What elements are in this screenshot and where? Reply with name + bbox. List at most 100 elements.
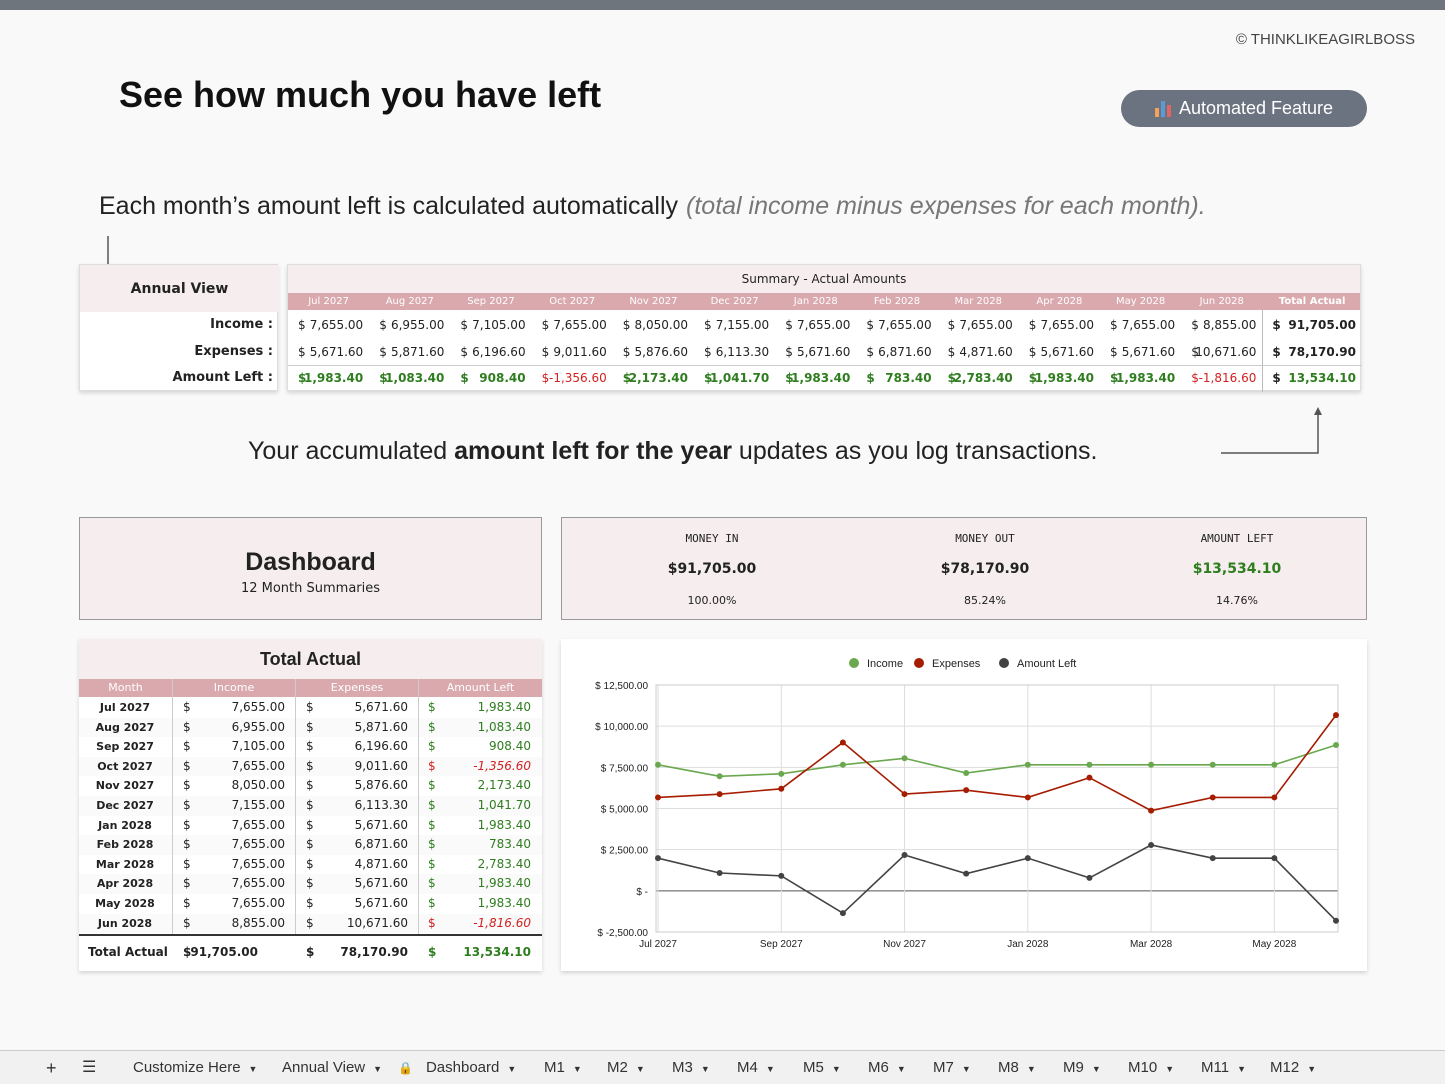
month-cell: Oct 2027 xyxy=(97,759,153,773)
summary-month-label: Oct 2027 xyxy=(549,296,596,307)
summary-actual-table: Summary - Actual Amounts Jul 2027 Aug 202… xyxy=(287,264,1362,392)
currency-symbol: $ xyxy=(541,344,550,359)
chevron-down-icon[interactable]: ▼ xyxy=(961,1064,971,1074)
data-point xyxy=(1271,855,1278,862)
summary-value: 7,655.00 xyxy=(309,318,364,332)
sheet-tab-label: M5 xyxy=(803,1059,824,1076)
sheet-tab-m2[interactable]: M2 ▼ xyxy=(607,1051,645,1084)
x-tick-label: Sep 2027 xyxy=(760,939,803,950)
sheet-tab-customize-here[interactable]: Customize Here ▼ xyxy=(133,1051,257,1084)
sheet-tab-m11[interactable]: M11 ▼ xyxy=(1201,1051,1246,1084)
summary-expenses-cell: $5,671.60 xyxy=(1100,339,1181,365)
data-point xyxy=(963,770,970,777)
description-note: (total income minus expenses for each mo… xyxy=(686,192,1206,220)
series-line-income xyxy=(657,744,1337,778)
month-cell: Dec 2027 xyxy=(96,799,154,812)
sheet-tab-label: M3 xyxy=(672,1059,693,1076)
sheet-tab-m7[interactable]: M7 ▼ xyxy=(933,1051,971,1084)
sheet-tab-m5[interactable]: M5 ▼ xyxy=(803,1051,841,1084)
currency-symbol: $ xyxy=(785,344,793,359)
chevron-down-icon[interactable]: ▼ xyxy=(765,1064,775,1074)
currency-symbol: $ xyxy=(183,739,191,754)
chevron-down-icon[interactable]: ▼ xyxy=(1237,1064,1246,1074)
sheet-tab-m12[interactable]: M12 ▼ xyxy=(1270,1051,1316,1084)
summary-amount-left-cell: $1,983.40 xyxy=(1100,365,1181,391)
summary-value: 8,050.00 xyxy=(634,318,688,332)
kpi-value: $13,534.10 xyxy=(1192,561,1282,577)
sheet-tab-m4[interactable]: M4 ▼ xyxy=(737,1051,775,1084)
legend-label[interactable]: Income xyxy=(867,658,903,670)
chevron-down-icon[interactable]: ▼ xyxy=(1091,1064,1101,1074)
summary-value: 7,655.00 xyxy=(1121,318,1176,332)
month-cell: Jun 2028 xyxy=(97,916,153,930)
sheet-tab-m8[interactable]: M8 ▼ xyxy=(998,1051,1036,1084)
sheet-tab-m10[interactable]: M10 ▼ xyxy=(1128,1051,1174,1084)
y-tick-label: $ 12,500.00 xyxy=(595,681,648,692)
annual-view-panel: Annual View Income : Expenses : Amount L… xyxy=(79,264,279,391)
currency-symbol: $ xyxy=(183,758,191,773)
legend-label[interactable]: Expenses xyxy=(932,658,981,670)
chevron-down-icon[interactable]: ▼ xyxy=(700,1064,710,1074)
summary-month-label: Sep 2027 xyxy=(467,296,515,307)
sheet-tab-m1[interactable]: M1 ▼ xyxy=(544,1051,582,1084)
chevron-down-icon[interactable]: ▼ xyxy=(1307,1064,1317,1074)
kpi-label: MONEY IN xyxy=(685,532,739,545)
chevron-down-icon[interactable]: ▼ xyxy=(248,1064,258,1074)
chevron-down-icon[interactable]: ▼ xyxy=(896,1064,906,1074)
month-cell: Mar 2028 xyxy=(95,857,155,871)
accumulated-bold: amount left for the year xyxy=(454,437,732,465)
summary-value: 5,671.60 xyxy=(309,344,364,359)
legend-label[interactable]: Amount Left xyxy=(1017,658,1076,670)
dashboard-title: Dashboard xyxy=(245,548,376,576)
sheet-tab-m3[interactable]: M3 ▼ xyxy=(672,1051,710,1084)
amount-left-row-label: Amount Left : xyxy=(172,370,273,385)
chevron-down-icon[interactable]: ▼ xyxy=(1026,1064,1036,1074)
sheet-tab-label: M6 xyxy=(868,1059,889,1076)
summary-value: 5,876.60 xyxy=(634,344,688,359)
all-sheets-menu-icon[interactable]: ☰ xyxy=(82,1059,97,1076)
currency-symbol: $ xyxy=(785,371,794,385)
chevron-down-icon[interactable]: ▼ xyxy=(635,1064,645,1074)
chevron-down-icon[interactable]: ▼ xyxy=(1165,1064,1175,1074)
data-point xyxy=(1271,794,1278,801)
kpi-amount-left: AMOUNT LEFT $13,534.10 14.76% xyxy=(1102,518,1372,619)
month-cell: Apr 2028 xyxy=(96,877,154,891)
sheet-tab-label: Customize Here xyxy=(133,1059,241,1076)
currency-symbol: $ xyxy=(379,318,387,332)
total-column-separator xyxy=(1262,310,1264,392)
chevron-down-icon[interactable]: ▼ xyxy=(507,1064,517,1074)
currency-symbol: $ xyxy=(183,896,191,910)
currency-symbol: $ xyxy=(183,856,191,871)
income-cell: 7,105.00 xyxy=(231,739,285,754)
table-row: Jan 2028 $7,655.00 $5,671.60 $1,983.40 xyxy=(79,816,542,836)
chevron-down-icon[interactable]: ▼ xyxy=(373,1064,383,1074)
sheet-tab-annual-view[interactable]: Annual View ▼ xyxy=(282,1051,382,1084)
summary-month-label: May 2028 xyxy=(1115,296,1166,307)
currency-symbol: $ xyxy=(306,896,314,910)
sheet-tab-m6[interactable]: M6 ▼ xyxy=(868,1051,906,1084)
amount-left-cell: -1,816.60 xyxy=(473,915,531,930)
total-actual-title: Total Actual xyxy=(79,639,542,679)
amount-left-cell: 1,983.40 xyxy=(477,817,531,832)
sheet-tab-dashboard[interactable]: 🔒 Dashboard ▼ xyxy=(398,1051,517,1084)
summary-amount-left-cell: $1,083.40 xyxy=(369,365,450,391)
currency-symbol: $ xyxy=(183,719,191,734)
accumulated-note: Your accumulated amount left for the yea… xyxy=(248,437,1098,466)
amount-left-cell: -1,356.60 xyxy=(473,758,531,773)
currency-symbol: $ xyxy=(428,817,436,832)
currency-symbol: $ xyxy=(704,344,712,359)
summary-expenses-cell: $5,876.60 xyxy=(613,339,694,365)
currency-symbol: $ xyxy=(1028,371,1038,385)
summary-value: 1,041.70 xyxy=(709,371,770,385)
chevron-down-icon[interactable]: ▼ xyxy=(831,1064,841,1074)
top-bar xyxy=(0,0,1445,10)
add-sheet-icon[interactable]: + xyxy=(46,1058,57,1078)
chevron-down-icon[interactable]: ▼ xyxy=(572,1064,582,1074)
summary-income-cell: $7,155.00 xyxy=(694,312,775,338)
summary-value: 1,983.40 xyxy=(1115,371,1176,385)
currency-symbol: $ xyxy=(1191,318,1199,332)
sheet-tab-m9[interactable]: M9 ▼ xyxy=(1063,1051,1101,1084)
summary-expenses-cell: $5,871.60 xyxy=(369,339,450,365)
expenses-cell: 10,671.60 xyxy=(346,915,408,930)
data-point xyxy=(716,773,723,780)
